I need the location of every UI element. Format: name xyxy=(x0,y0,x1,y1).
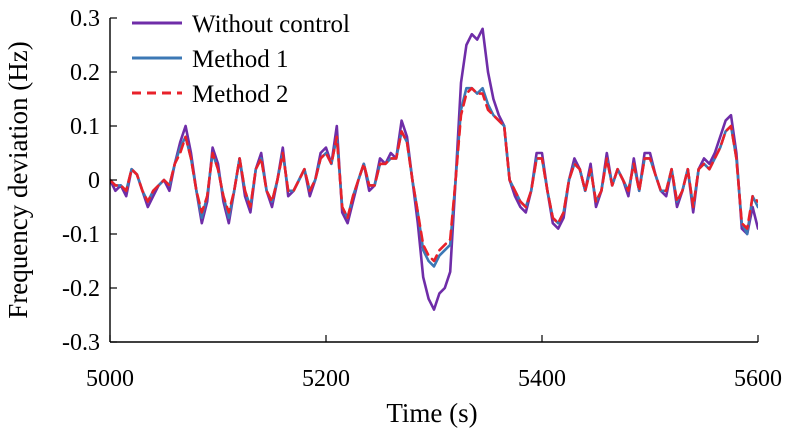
series-line-method-2 xyxy=(110,86,758,263)
x-tick-label: 5000 xyxy=(86,366,134,392)
x-tick-label: 5600 xyxy=(734,366,782,392)
y-tick-label: 0.2 xyxy=(70,60,100,86)
x-axis-label: Time (s) xyxy=(386,398,477,428)
series-layer xyxy=(110,27,758,311)
x-tick-label: 5200 xyxy=(302,366,350,392)
series-line-without-control xyxy=(110,27,758,311)
x-tick-label: 5400 xyxy=(518,366,566,392)
series-line-method-1 xyxy=(110,86,758,268)
ticks-layer: 5000 5200 5400 5600 0.3 0.2 0.1 0 -0.1 -0.2 -0.3 xyxy=(62,6,782,392)
legend: Without control Method 1 Method 2 xyxy=(132,11,350,108)
y-tick-label: -0.1 xyxy=(62,222,100,248)
y-axis-label: Frequency deviation (Hz) xyxy=(3,41,33,318)
y-tick-label: -0.3 xyxy=(62,330,100,356)
legend-label: Method 1 xyxy=(192,46,289,73)
legend-label: Method 2 xyxy=(192,81,289,108)
legend-label: Without control xyxy=(192,11,350,38)
y-tick-label: -0.2 xyxy=(62,276,100,302)
y-tick-label: 0.1 xyxy=(70,114,100,140)
y-tick-label: 0.3 xyxy=(70,6,100,32)
y-tick-label: 0 xyxy=(88,168,100,194)
